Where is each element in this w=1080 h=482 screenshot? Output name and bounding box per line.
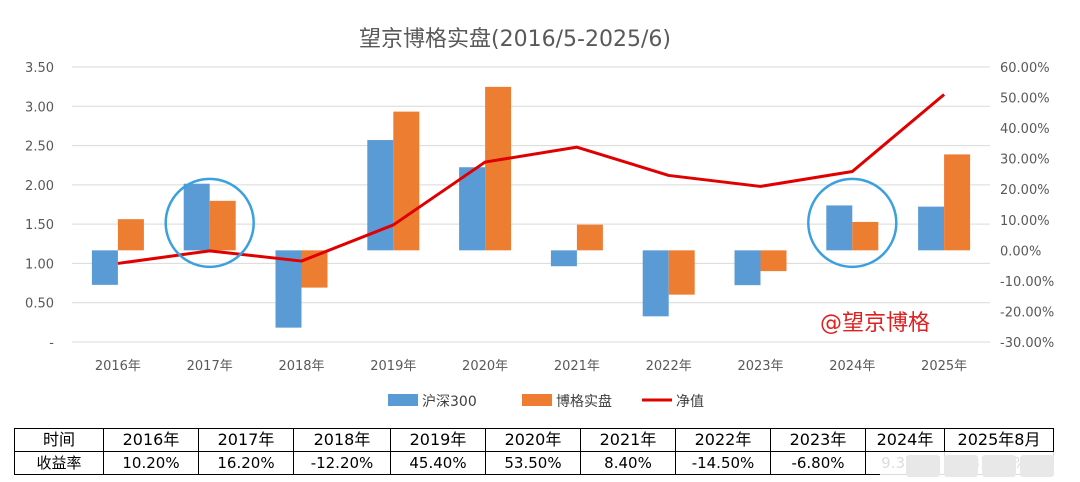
year-cell: 2020年 <box>485 428 581 452</box>
right-tick-label: 10.00% <box>1000 214 1050 229</box>
year-cell: 2025年8月 <box>944 428 1054 452</box>
watermark-text: @望京博格 <box>820 311 930 336</box>
hs300-bar <box>459 167 486 251</box>
toolbar-button[interactable] <box>906 455 940 477</box>
right-tick-label: 40.00% <box>1000 122 1050 137</box>
x-tick-label: 2016年 <box>95 359 141 374</box>
left-tick-label: 2.00 <box>25 179 54 194</box>
boge-bar <box>852 221 879 251</box>
x-axis: 2016年 2017年 2018年 2019年 2020年 2021年 2022年 2023年… <box>95 359 967 374</box>
x-tick-label: 2023年 <box>737 359 783 374</box>
hs300-bar <box>275 250 302 328</box>
header-label-cell: 时间 <box>14 428 104 452</box>
year-cell: 2024年 <box>865 428 945 452</box>
return-cell: 10.20% <box>103 451 199 475</box>
year-cell: 2023年 <box>770 428 866 452</box>
right-tick-label: 30.00% <box>1000 153 1050 168</box>
toolbar-button[interactable] <box>1020 455 1054 477</box>
hs300-bar <box>734 250 761 286</box>
year-cell: 2017年 <box>198 428 294 452</box>
nav-line-path <box>117 93 946 265</box>
highlight-circle <box>807 177 898 269</box>
x-tick-label: 2019年 <box>370 359 416 374</box>
right-axis: 60.00% 50.00% 40.00% 30.00% 20.00% 10.00% 0.00… <box>1000 61 1054 351</box>
x-tick-label: 2024年 <box>829 359 875 374</box>
left-tick-label: 1.00 <box>25 257 54 272</box>
years-row: 时间 2016年 2017年 2018年 2019年 2020年 2021年 2022年 20… <box>14 428 1054 452</box>
return-cell: 45.40% <box>390 451 486 475</box>
right-tick-label: 0.00% <box>1000 244 1041 259</box>
hs300-bar <box>183 183 210 251</box>
boge-bar <box>944 154 971 251</box>
left-tick-label: 1.50 <box>25 218 54 233</box>
left-axis: 3.50 3.00 2.50 2.00 1.50 1.00 0.50 - <box>25 61 54 351</box>
row-label-cell: 收益率 <box>14 451 104 475</box>
bars <box>91 86 971 328</box>
annotation-circles <box>164 177 898 269</box>
left-tick-label: 3.50 <box>25 61 54 76</box>
highlight-circle <box>164 177 255 269</box>
left-tick-label: 3.00 <box>25 100 54 115</box>
image-toolbar <box>880 452 1080 480</box>
legend-swatch <box>522 394 552 406</box>
toolbar-button[interactable] <box>982 455 1016 477</box>
x-tick-label: 2020年 <box>462 359 508 374</box>
x-tick-label: 2018年 <box>278 359 324 374</box>
year-cell: 2021年 <box>580 428 676 452</box>
year-cell: 2019年 <box>390 428 486 452</box>
boge-bar <box>393 111 420 251</box>
return-cell: -6.80% <box>770 451 866 475</box>
boge-bar <box>668 250 695 295</box>
right-tick-label: 60.00% <box>1000 61 1050 76</box>
return-cell: 53.50% <box>485 451 581 475</box>
left-tick-label: - <box>49 336 54 351</box>
right-tick-label: -10.00% <box>1000 275 1054 290</box>
hs300-bar <box>826 205 853 251</box>
toolbar-button[interactable] <box>944 455 978 477</box>
year-cell: 2016年 <box>103 428 199 452</box>
right-tick-label: -30.00% <box>1000 336 1054 351</box>
year-cell: 2018年 <box>293 428 391 452</box>
boge-bar <box>485 86 512 251</box>
boge-bar <box>209 200 236 251</box>
legend-label: 净值 <box>676 394 704 410</box>
legend-label: 博格实盘 <box>556 393 612 410</box>
right-tick-label: 50.00% <box>1000 92 1050 107</box>
boge-bar <box>576 224 603 251</box>
hs300-bar <box>918 206 945 251</box>
left-tick-label: 0.50 <box>25 297 54 312</box>
x-tick-label: 2022年 <box>646 359 692 374</box>
hs300-bar <box>91 250 118 285</box>
right-tick-label: -20.00% <box>1000 305 1054 320</box>
return-cell: -12.20% <box>293 451 391 475</box>
legend: 沪深300 博格实盘 净值 <box>388 393 704 410</box>
return-cell: 16.20% <box>198 451 294 475</box>
right-tick-label: 20.00% <box>1000 183 1050 198</box>
chart: 望京博格实盘(2016/5-2025/6) 3.50 3.00 2.50 2.00 1.… <box>25 27 1054 410</box>
x-tick-label: 2025年 <box>921 359 967 374</box>
boge-bar <box>760 250 787 272</box>
return-cell: 8.40% <box>580 451 676 475</box>
x-tick-label: 2021年 <box>554 359 600 374</box>
left-tick-label: 2.50 <box>25 140 54 155</box>
chart-title: 望京博格实盘(2016/5-2025/6) <box>359 27 671 52</box>
year-cell: 2022年 <box>675 428 771 452</box>
nav-line <box>117 93 946 265</box>
legend-label: 沪深300 <box>422 394 477 410</box>
boge-bar <box>117 219 144 251</box>
hs300-bar <box>550 250 577 267</box>
x-tick-label: 2017年 <box>187 359 233 374</box>
legend-swatch <box>388 394 418 406</box>
hs300-bar <box>642 250 669 317</box>
return-cell: -14.50% <box>675 451 771 475</box>
